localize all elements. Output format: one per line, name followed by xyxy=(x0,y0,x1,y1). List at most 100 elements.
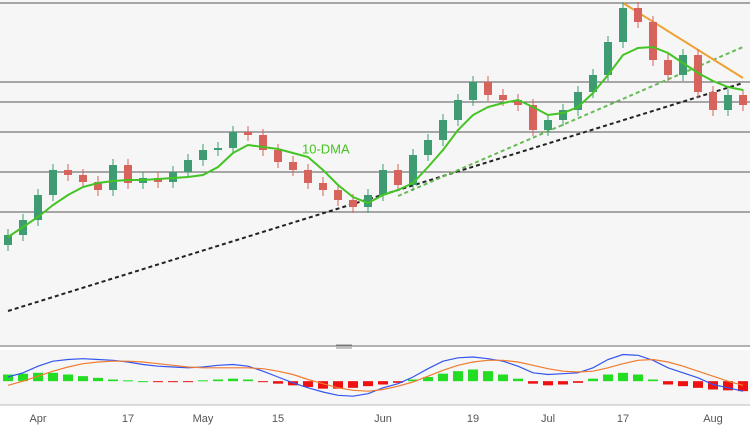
histogram-bar xyxy=(48,372,58,382)
histogram-bar xyxy=(723,381,733,391)
resize-handle[interactable] xyxy=(336,344,352,349)
histogram-bar xyxy=(168,381,178,383)
histogram-bar xyxy=(663,381,673,385)
candle-body xyxy=(4,235,12,245)
candle-body xyxy=(109,165,117,190)
x-tick-label: Jun xyxy=(374,413,392,425)
candle-body xyxy=(679,55,687,75)
ma-label: 10-DMA xyxy=(302,141,350,156)
histogram-bar xyxy=(243,379,253,382)
candle-body xyxy=(619,8,627,42)
candle-body xyxy=(544,120,552,130)
candle-body xyxy=(379,170,387,195)
candle-body xyxy=(334,190,342,200)
histogram-bar xyxy=(138,381,148,383)
candle-body xyxy=(499,95,507,100)
histogram-bar xyxy=(258,381,268,383)
candle-body xyxy=(274,150,282,162)
candle-body xyxy=(259,135,267,150)
candle-body xyxy=(64,170,72,175)
histogram-bar xyxy=(123,380,133,382)
histogram-bar xyxy=(213,379,223,382)
x-tick-label: Apr xyxy=(29,413,46,425)
histogram-bar xyxy=(708,381,718,390)
candle-body xyxy=(289,162,297,170)
histogram-bar xyxy=(363,381,373,387)
x-tick-label: 17 xyxy=(617,413,629,425)
candle-body xyxy=(364,195,372,207)
candle-body xyxy=(664,60,672,75)
histogram-bar xyxy=(63,374,73,382)
candle-body xyxy=(484,82,492,95)
histogram-bar xyxy=(33,372,43,382)
candle-body xyxy=(634,8,642,22)
histogram-bar xyxy=(528,381,538,384)
candle-body xyxy=(424,140,432,155)
candle-body xyxy=(409,155,417,185)
indicator-line xyxy=(7,358,744,392)
histogram-bar xyxy=(153,381,163,383)
histogram-bar xyxy=(738,381,748,392)
candle-body xyxy=(229,132,237,148)
histogram-bar xyxy=(693,381,703,388)
candle-body xyxy=(649,22,657,60)
x-tick-label: 17 xyxy=(122,413,134,425)
x-tick-label: Jul xyxy=(541,413,555,425)
histogram-bar xyxy=(603,374,613,382)
candle-body xyxy=(724,95,732,110)
histogram-bar xyxy=(573,381,583,383)
histogram-bar xyxy=(198,380,208,382)
histogram-bar xyxy=(18,373,28,382)
histogram-bar xyxy=(408,379,418,382)
candle-body xyxy=(469,82,477,100)
candle-body xyxy=(394,170,402,185)
histogram-bar xyxy=(303,381,313,387)
candle-body xyxy=(124,165,132,183)
histogram-bar xyxy=(78,376,88,382)
x-tick-label: 15 xyxy=(272,413,284,425)
histogram-bar xyxy=(423,377,433,382)
candle-body xyxy=(34,195,42,220)
candle-body xyxy=(559,110,567,120)
histogram-bar xyxy=(678,381,688,387)
moving-average xyxy=(7,45,744,238)
histogram-bar xyxy=(273,381,283,384)
histogram-bar xyxy=(93,377,103,382)
histogram-bar xyxy=(393,381,403,383)
candle-body xyxy=(514,100,522,105)
candle-body xyxy=(439,120,447,140)
candle-body xyxy=(94,182,102,190)
candle-body xyxy=(184,160,192,172)
candle-body xyxy=(319,183,327,190)
candle-body xyxy=(454,100,462,120)
candle-body xyxy=(739,95,747,105)
candle-body xyxy=(349,200,357,207)
trend-line xyxy=(7,82,744,312)
histogram-bar xyxy=(453,371,463,382)
candle-body xyxy=(529,105,537,130)
histogram-bar xyxy=(543,381,553,386)
histogram-bar xyxy=(108,379,118,382)
histogram-bar xyxy=(438,373,448,382)
candle-body xyxy=(49,170,57,195)
histogram-bar xyxy=(483,371,493,382)
histogram-bar xyxy=(633,374,643,382)
histogram-bar xyxy=(378,381,388,385)
histogram-bar xyxy=(318,381,328,389)
candle-body xyxy=(709,92,717,110)
candle-body xyxy=(304,170,312,183)
histogram-bar xyxy=(183,381,193,383)
x-tick-label: Aug xyxy=(703,413,723,425)
histogram-bar xyxy=(648,379,658,382)
histogram-bar xyxy=(468,369,478,382)
candle-body xyxy=(604,42,612,75)
histogram-bar xyxy=(558,381,568,385)
candle-body xyxy=(199,150,207,160)
x-tick-label: 19 xyxy=(467,413,479,425)
x-tick-label: May xyxy=(193,413,214,425)
candle-body xyxy=(574,92,582,110)
histogram-bar xyxy=(3,374,13,382)
histogram-bar xyxy=(333,381,343,389)
histogram-bar xyxy=(618,372,628,382)
